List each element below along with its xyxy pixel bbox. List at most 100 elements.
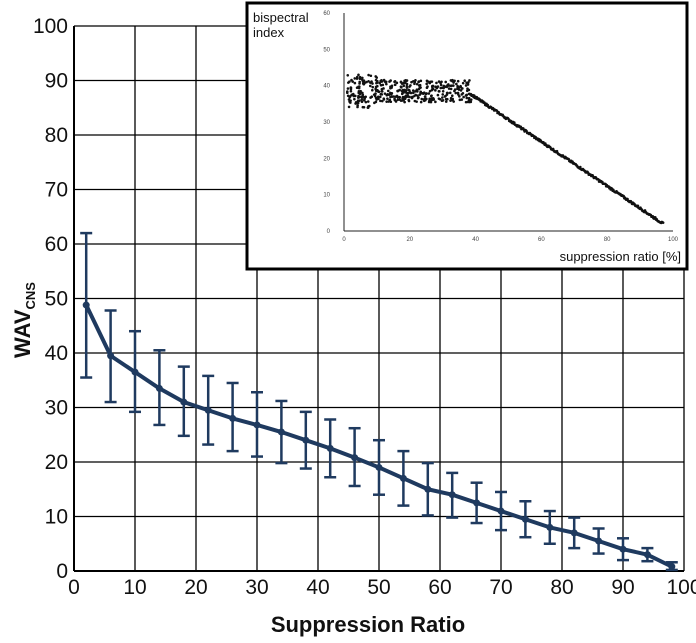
inset-point	[437, 97, 441, 100]
inset-point	[360, 96, 364, 99]
inset-point	[466, 83, 470, 86]
y-tick-label: 50	[45, 288, 68, 311]
inset-point	[436, 93, 440, 97]
inset-point	[349, 89, 353, 93]
inset-point	[361, 93, 365, 97]
inset-ylabel-line-1: bispectral	[253, 10, 309, 25]
inset-point	[349, 94, 352, 98]
inset-y-tick-label: 50	[323, 47, 330, 53]
inset-point	[445, 91, 449, 95]
inset-point	[463, 79, 466, 83]
inset-point	[357, 73, 360, 77]
inset-point	[426, 80, 430, 83]
inset-point	[461, 81, 465, 85]
inset-point	[362, 79, 366, 82]
inset-point	[382, 87, 385, 90]
inset-point	[392, 95, 396, 98]
inset-point	[445, 97, 449, 101]
inset-y-ticks: 0 10 20 30 40 50 60	[323, 11, 330, 235]
inset-ylabel-line-2: index	[253, 25, 285, 40]
inset-point	[366, 106, 370, 109]
data-point	[473, 499, 481, 507]
inset-point	[398, 95, 402, 99]
inset-point	[371, 85, 375, 89]
data-point	[424, 485, 432, 493]
inset-point	[513, 121, 516, 124]
inset-point	[411, 89, 415, 92]
inset-point	[369, 74, 373, 78]
inset-point	[407, 91, 410, 95]
inset-point	[403, 80, 407, 83]
inset-point	[441, 89, 445, 93]
x-tick-label: 0	[68, 576, 80, 599]
inset-point	[410, 96, 414, 100]
inset-point	[412, 91, 415, 95]
inset-point	[403, 100, 406, 104]
data-point	[375, 463, 383, 471]
inset-point	[399, 99, 403, 102]
inset-point	[357, 89, 361, 93]
data-point	[180, 398, 188, 406]
inset-point	[358, 75, 362, 79]
inset-point	[465, 81, 468, 85]
x-tick-label: 20	[184, 576, 207, 599]
inset-point	[453, 89, 456, 93]
x-tick-label: 100	[666, 576, 696, 599]
inset-point	[465, 96, 469, 100]
inset-point	[385, 82, 388, 86]
inset-point	[379, 95, 382, 99]
y-axis-title: WAVCNS	[10, 282, 38, 358]
data-point	[204, 406, 212, 414]
inset-point	[448, 91, 452, 95]
inset-point	[366, 100, 370, 103]
inset-point	[396, 98, 400, 102]
inset-point	[456, 87, 459, 91]
inset-point	[354, 102, 357, 105]
y-tick-label: 40	[45, 342, 68, 365]
inset-point	[427, 92, 431, 95]
inset-point	[418, 93, 422, 96]
inset-point	[465, 89, 469, 93]
inset-point	[405, 82, 409, 86]
inset-point	[373, 94, 377, 98]
data-point	[497, 507, 505, 515]
inset-y-tick-label: 20	[323, 156, 330, 162]
inset-point	[464, 94, 468, 97]
x-tick-label: 40	[306, 576, 329, 599]
inset-point	[454, 91, 458, 95]
data-point	[595, 537, 603, 545]
inset-point	[407, 98, 411, 102]
inset-point	[378, 81, 381, 85]
inset-point	[375, 84, 379, 88]
inset-y-tick-label: 40	[323, 84, 330, 90]
inset-point	[661, 221, 665, 224]
inset-point	[352, 94, 355, 98]
inset-point	[363, 81, 367, 85]
data-point	[229, 414, 237, 422]
inset-point	[399, 80, 403, 84]
y-tick-label: 20	[45, 451, 68, 474]
inset-point	[390, 86, 393, 89]
inset-point	[422, 91, 426, 94]
inset-point	[450, 84, 454, 87]
inset-point	[374, 92, 377, 95]
inset-x-tick-label: 0	[342, 237, 346, 243]
inset-point	[423, 97, 427, 101]
inset-point	[405, 79, 409, 82]
data-point	[643, 551, 651, 559]
inset-point	[358, 80, 361, 84]
inset-point	[380, 90, 384, 93]
inset-point	[469, 98, 473, 101]
inset-point	[457, 93, 460, 96]
inset-point	[390, 91, 394, 95]
inset-point	[348, 80, 351, 83]
inset-point	[466, 87, 469, 91]
data-point	[546, 523, 554, 531]
inset-point	[579, 165, 582, 169]
inset-point	[461, 87, 464, 90]
inset-point	[434, 85, 438, 89]
inset-point	[423, 95, 427, 98]
x-tick-label: 80	[550, 576, 573, 599]
inset-point	[449, 87, 453, 91]
